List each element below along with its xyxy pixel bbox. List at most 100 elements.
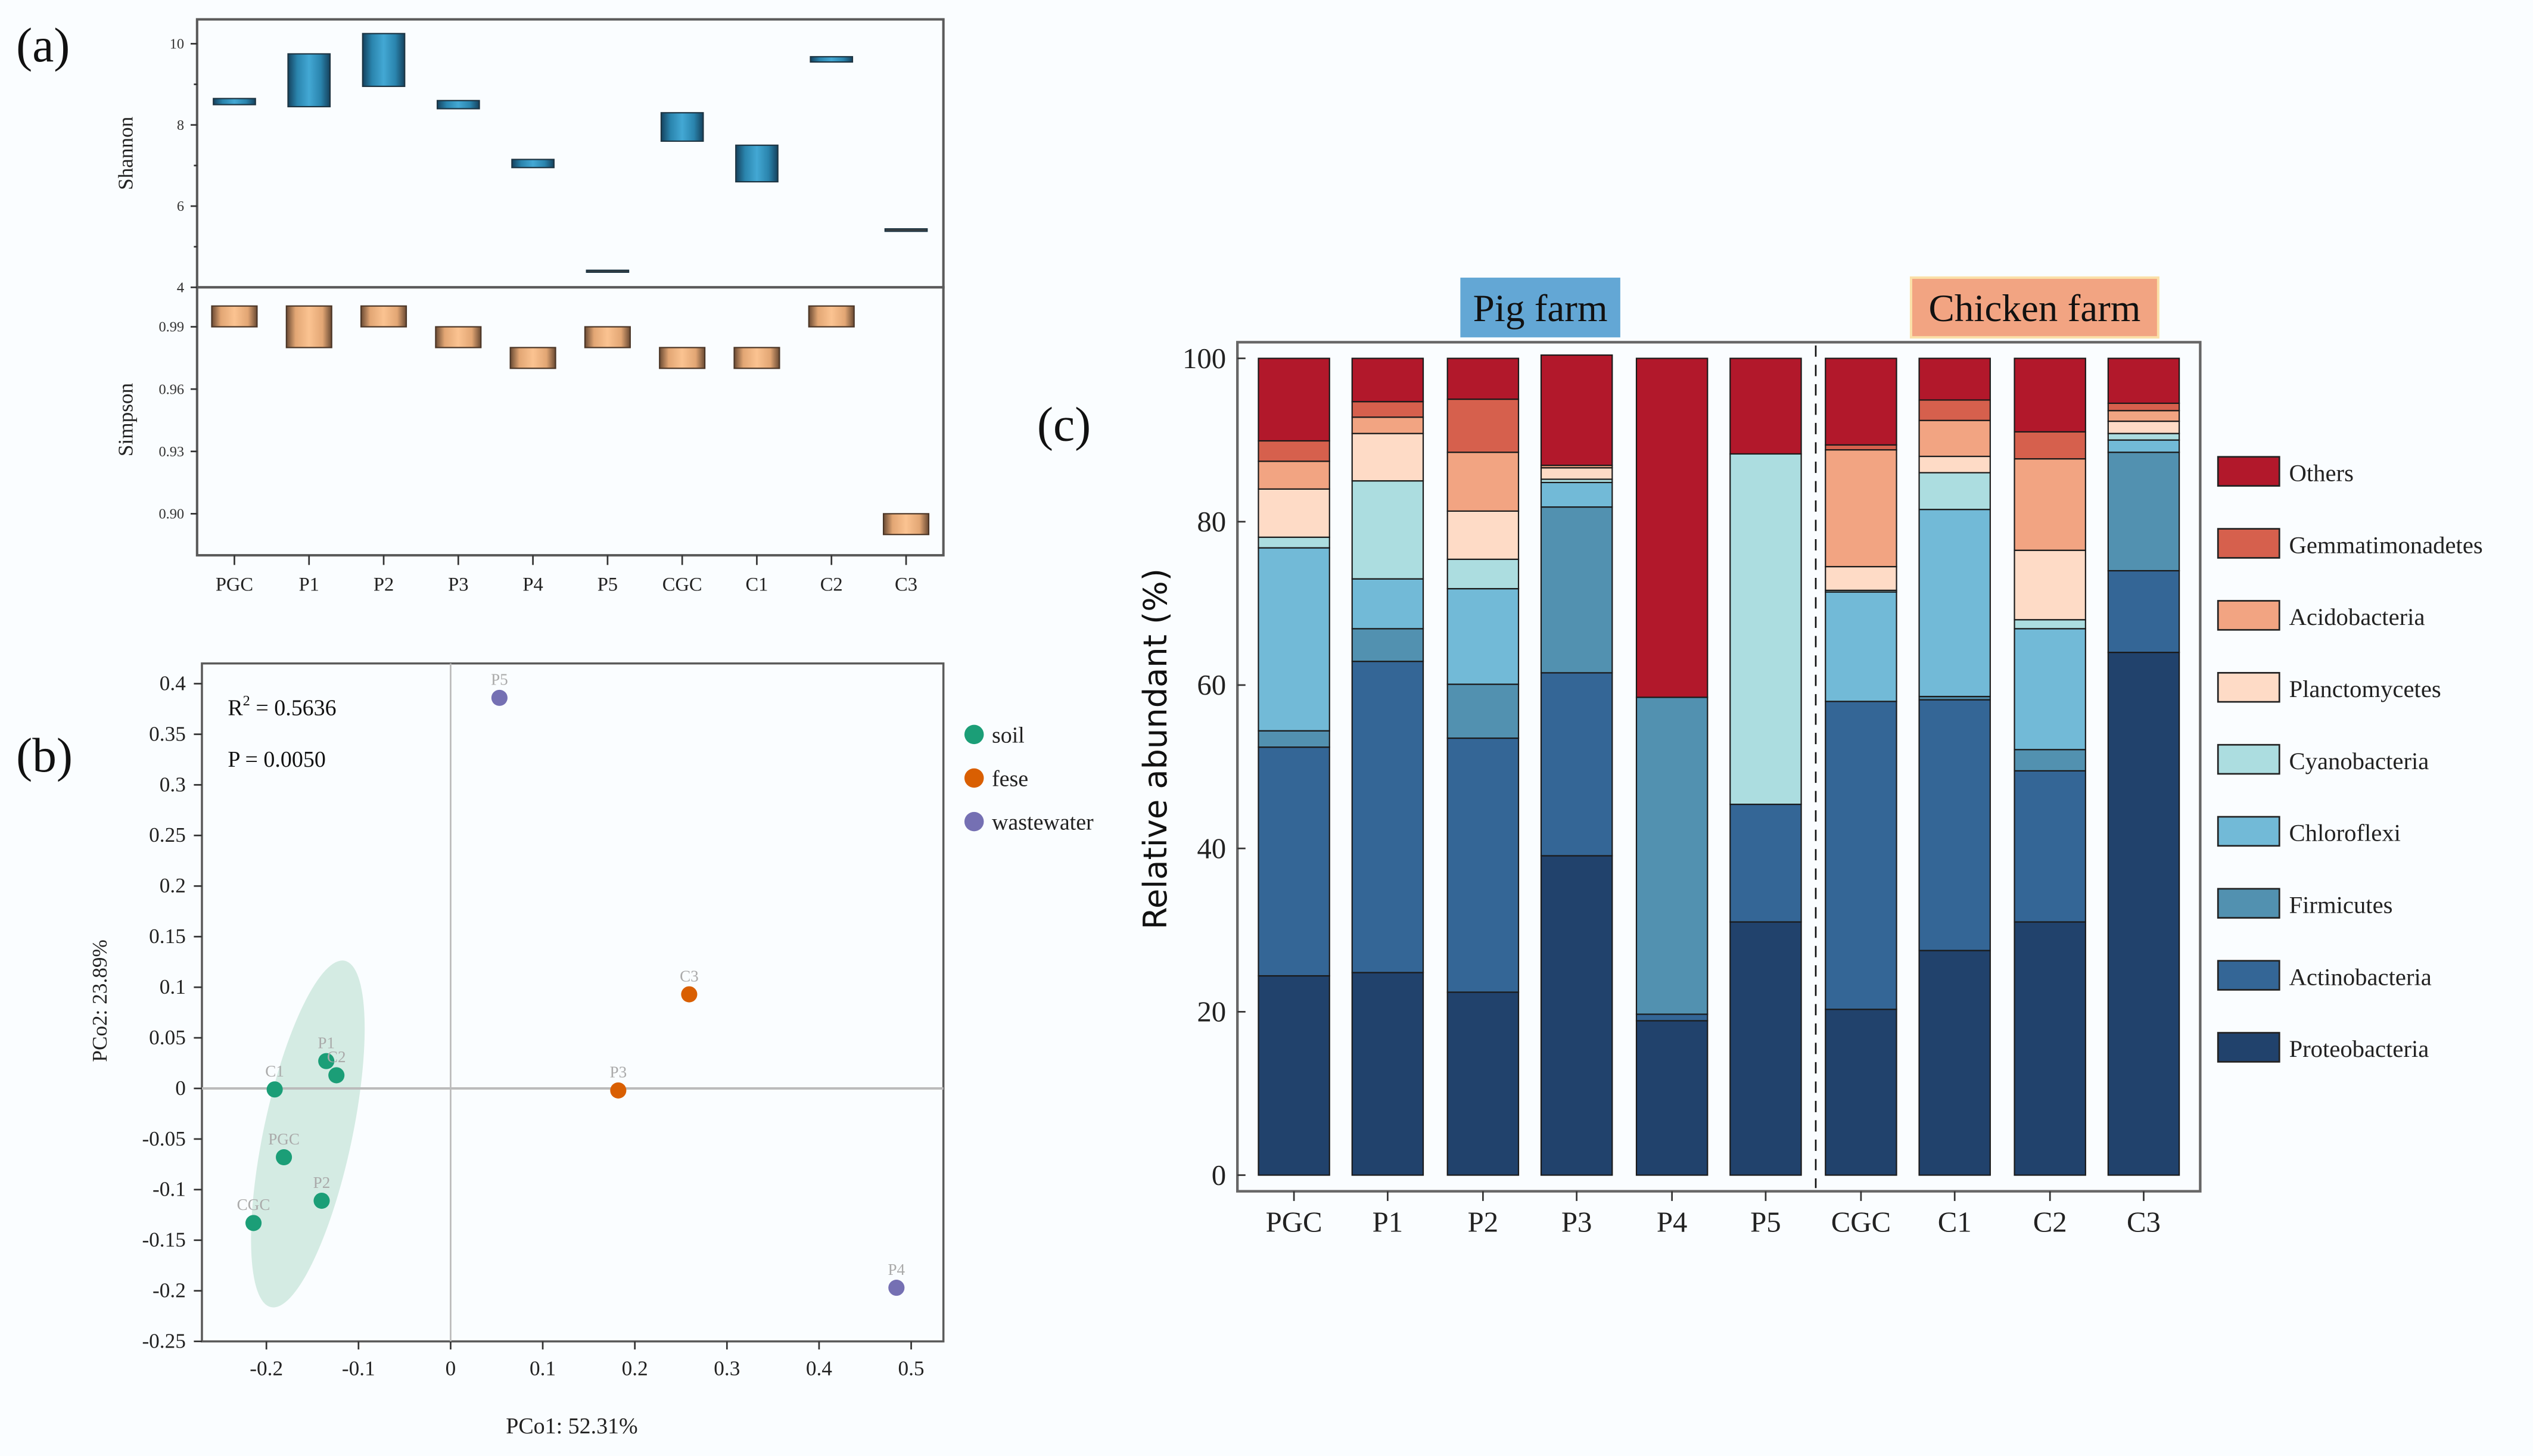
segment-Planctomycetes bbox=[2107, 421, 2180, 434]
shannon-box-C1 bbox=[735, 144, 779, 183]
segment-Actinobacteria bbox=[1258, 746, 1330, 977]
pcoa-point-CGC: CGC bbox=[237, 1196, 270, 1231]
legend-swatch bbox=[2217, 888, 2280, 919]
segment-Chloroflexi bbox=[1258, 547, 1330, 732]
segment-Planctomycetes bbox=[1351, 433, 1424, 482]
soil-confidence-ellipse bbox=[251, 960, 365, 1308]
legend-label: Gemmatimonadetes bbox=[2289, 531, 2483, 558]
pcoa-panel: -0.2 -0.1 0 0.1 0.2 0.3 0.4 0.5 -0.25 -0.2 -0.15 -0… bbox=[88, 662, 1094, 1439]
segment-Planctomycetes bbox=[1918, 455, 1991, 474]
simpson-box-C2 bbox=[808, 305, 855, 328]
legend-item-Acidobacteria: Acidobacteria bbox=[2217, 600, 2425, 631]
comp-y-tick-label: 100 bbox=[1183, 343, 1226, 375]
pcoa-point-P3: P3 bbox=[610, 1063, 627, 1099]
pcoa-point-marker bbox=[266, 1081, 283, 1098]
comp-y-tick-label: 0 bbox=[1212, 1159, 1226, 1191]
segment-Acidobacteria bbox=[1825, 449, 1897, 568]
alpha-x-tick-label: C1 bbox=[745, 574, 768, 596]
legend-swatch bbox=[2217, 960, 2280, 991]
segment-Others bbox=[1540, 354, 1613, 466]
composition-bars bbox=[1258, 354, 2180, 1176]
simpson-tick-label: 0.90 bbox=[158, 506, 184, 522]
segment-Actinobacteria bbox=[2107, 570, 2180, 654]
segment-Firmicutes bbox=[1540, 506, 1613, 674]
soil-ellipse bbox=[251, 960, 365, 1308]
group-label-bg bbox=[1460, 278, 1620, 338]
simpson-axis-label: Simpson bbox=[114, 382, 137, 456]
composition-x-ticks: PGC P1 P2 P3 P4 P5 CGC C1 C2 C3 bbox=[1266, 1191, 2161, 1238]
legend-marker-fese bbox=[964, 768, 984, 788]
legend-item-Firmicutes: Firmicutes bbox=[2217, 888, 2392, 919]
pcoa-y-tick-label: -0.15 bbox=[142, 1228, 185, 1252]
legend-label: Planctomycetes bbox=[2289, 676, 2441, 702]
simpson-tick-label: 0.93 bbox=[158, 444, 184, 460]
segment-Proteobacteria bbox=[1729, 921, 1802, 1176]
group-label-pig-farm: Pig farm bbox=[1460, 278, 1620, 338]
stacked-bar-P1 bbox=[1351, 357, 1424, 1176]
pcoa-y-tick-label: -0.1 bbox=[153, 1178, 186, 1201]
comp-x-tick-label: P3 bbox=[1561, 1206, 1592, 1238]
pcoa-point-C1: C1 bbox=[265, 1062, 284, 1098]
pcoa-point-marker bbox=[681, 986, 698, 1003]
segment-Acidobacteria bbox=[1446, 452, 1520, 512]
pcoa-point-label: C1 bbox=[265, 1062, 284, 1080]
pcoa-y-tick-label: -0.25 bbox=[142, 1329, 185, 1352]
shannon-y-ticks: 4 6 8 10 bbox=[170, 36, 197, 295]
legend-item-Gemmatimonadetes: Gemmatimonadetes bbox=[2217, 528, 2483, 559]
segment-Others bbox=[1729, 357, 1802, 455]
simpson-boxes bbox=[211, 305, 930, 536]
segment-Firmicutes bbox=[2014, 749, 2086, 771]
panel-label-a: (a) bbox=[16, 18, 70, 72]
comp-x-tick-label: P4 bbox=[1657, 1206, 1688, 1238]
pcoa-point-P4: P4 bbox=[888, 1261, 905, 1296]
segment-Proteobacteria bbox=[1258, 975, 1330, 1176]
segment-Others bbox=[2014, 357, 2086, 433]
legend-label: Others bbox=[2289, 459, 2354, 486]
pcoa-r2-annotation: R2 = 0.5636 bbox=[228, 693, 336, 720]
pcoa-point-marker bbox=[276, 1149, 292, 1166]
composition-y-ticks: 0 20 40 60 80 100 bbox=[1183, 343, 1246, 1191]
pcoa-point-label: C3 bbox=[680, 967, 699, 985]
segment-Gemmatimonadetes bbox=[1825, 444, 1897, 451]
alpha-x-tick-label: C3 bbox=[895, 574, 917, 596]
pcoa-point-PGC: PGC bbox=[268, 1130, 300, 1166]
group-label-chicken-farm: Chicken farm bbox=[1909, 276, 2159, 339]
alpha-x-tick-label: P3 bbox=[448, 574, 468, 596]
segment-Chloroflexi bbox=[1446, 588, 1520, 685]
legend-label: Cyanobacteria bbox=[2289, 748, 2429, 774]
composition-y-axis-label: Relative abundant (%) bbox=[1137, 568, 1174, 929]
pcoa-point-marker bbox=[245, 1215, 262, 1231]
pcoa-y-tick-label: 0 bbox=[175, 1077, 186, 1100]
shannon-box-P3 bbox=[436, 99, 480, 110]
segment-Actinobacteria bbox=[1351, 661, 1424, 973]
segment-Gemmatimonadetes bbox=[1918, 399, 1991, 421]
legend-item-Actinobacteria: Actinobacteria bbox=[2217, 960, 2432, 991]
segment-Actinobacteria bbox=[1446, 737, 1520, 993]
segment-Cyanobacteria bbox=[1351, 480, 1424, 580]
pcoa-point-marker bbox=[318, 1053, 335, 1069]
simpson-box-P4 bbox=[509, 347, 556, 369]
segment-Gemmatimonadetes bbox=[2107, 402, 2180, 412]
shannon-box-C2 bbox=[810, 56, 854, 63]
segment-Actinobacteria bbox=[2014, 770, 2086, 923]
alpha-x-tick-label: P5 bbox=[598, 574, 618, 596]
simpson-y-ticks: 0.90 0.93 0.96 0.99 4 bbox=[158, 279, 197, 522]
shannon-box-PGC bbox=[213, 98, 256, 105]
segment-Planctomycetes bbox=[1825, 566, 1897, 591]
segment-Proteobacteria bbox=[1825, 1009, 1897, 1176]
shannon-axis-label: Shannon bbox=[114, 116, 137, 190]
pcoa-y-tick-label: 0.2 bbox=[160, 874, 186, 897]
segment-Firmicutes bbox=[1351, 628, 1424, 662]
group-label-text: Pig farm bbox=[1473, 287, 1608, 330]
segment-Gemmatimonadetes bbox=[1258, 440, 1330, 462]
segment-Others bbox=[1825, 357, 1897, 446]
alpha-x-tick-label: P4 bbox=[522, 574, 543, 596]
legend-swatch bbox=[2217, 600, 2280, 631]
pcoa-point-label: P1 bbox=[318, 1034, 335, 1051]
pcoa-y-tick-label: 0.05 bbox=[149, 1026, 186, 1049]
segment-Proteobacteria bbox=[1540, 855, 1613, 1176]
pcoa-y-tick-label: 0.15 bbox=[149, 925, 186, 948]
pcoa-x-tick-label: 0.1 bbox=[530, 1357, 556, 1380]
segment-Gemmatimonadetes bbox=[1446, 398, 1520, 453]
segment-Planctomycetes bbox=[1540, 467, 1613, 480]
